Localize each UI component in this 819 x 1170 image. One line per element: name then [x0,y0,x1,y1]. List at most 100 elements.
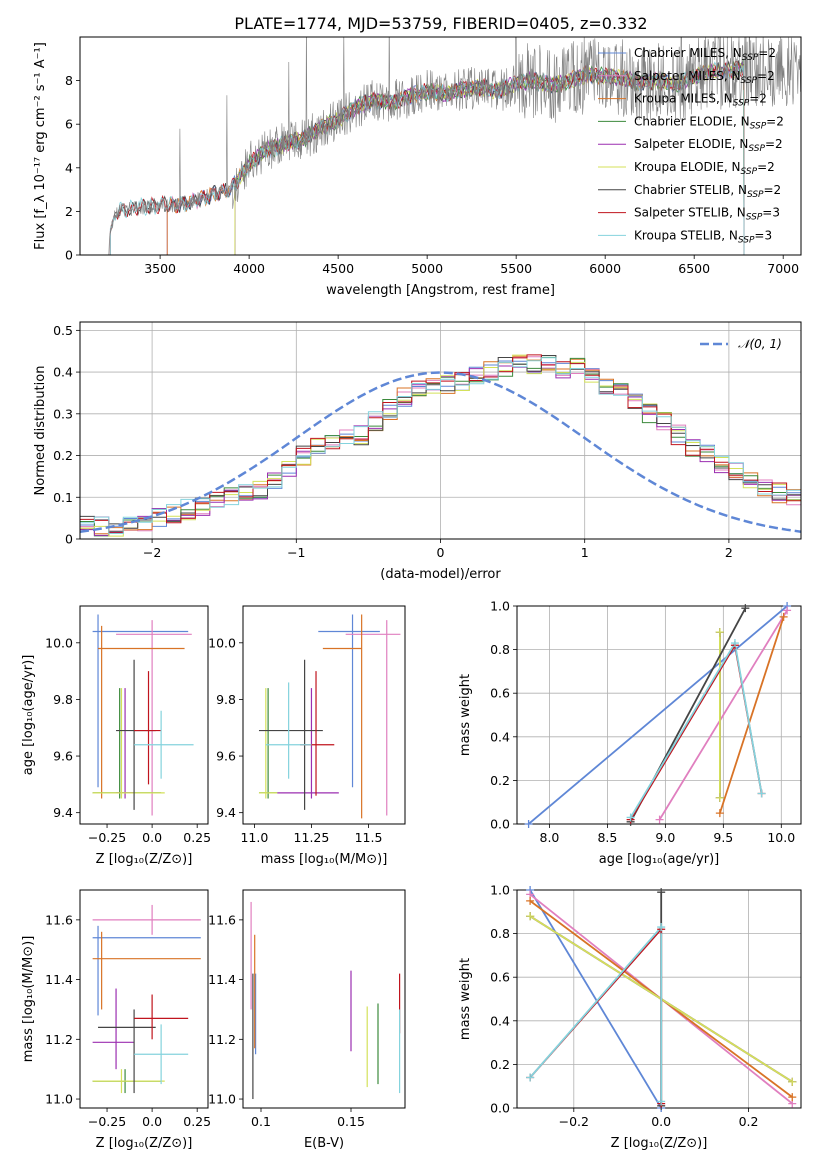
legend-label-tail: =2 [758,46,776,60]
x-tick-label: 6500 [678,261,710,276]
x-tick-label: 0.0 [651,1114,671,1129]
legend-label-main: Salpeter MILES, N [634,69,741,83]
y-tick-label: 0.1 [53,490,73,505]
y-tick-label: 0.0 [490,1101,510,1116]
plots: 3500 4000 4500 5000 5500 6000 6500 7000 0 2 4 6 8 wav… [21,36,802,1151]
y-axis-label: mass [log₁₀(M/M⊙)] [21,936,36,1063]
weight-marker-chabrier_stelib [657,888,666,897]
y-tick-label: 1.0 [490,599,510,614]
weight-marker-kroupa_stelib [657,923,666,932]
axes-frame [242,889,406,1109]
x-tick-label: 3500 [144,261,176,276]
x-tick-label: −0.2 [559,1114,589,1129]
weight-marker-kroupa_stelib [657,1097,666,1106]
data-spectrum [106,37,801,255]
y-tick-label: 0.6 [490,686,510,701]
weight-marker-kroupa_elodie [788,1077,797,1086]
y-tick-label: 9.8 [216,692,236,707]
axes-frame [516,605,802,825]
weight-line-kroupa_miles [719,616,785,814]
legend-label-sub: SSP [746,213,763,223]
y-tick-label: 11.0 [208,1092,236,1107]
y-tick-label: 4 [65,160,73,175]
legend-label-tail: =2 [757,160,775,174]
x-tick-label: 0.25 [183,830,211,845]
x-tick-label: 8.0 [540,830,560,845]
x-axis-label: wavelength [Angstrom, rest frame] [326,283,555,298]
weight-marker-salpeter_miles [655,815,664,824]
weight-marker-kroupa_miles [526,896,535,905]
legend-label-sub: SSP [741,167,758,177]
weight-line-salpeter_stelib [629,642,763,821]
legend-label-main: Salpeter ELODIE, N [634,137,748,151]
y-tick-label: 0.8 [490,926,510,941]
y-tick-label: 9.6 [216,749,236,764]
axes-residuals: −2 −1 0 1 2 0 0.1 0.2 0.3 0.4 0.5 (data-model)/erro… [33,321,802,582]
x-tick-label: 0.0 [142,830,162,845]
legend-label-main: Salpeter STELIB, N [634,206,746,220]
y-tick-label: 0.2 [490,773,510,788]
y-tick-label: 11.6 [45,912,73,927]
y-tick-label: 0.8 [490,642,510,657]
x-tick-label: 5000 [411,261,443,276]
legend-label-sub: SSP [748,144,765,154]
y-tick-label: 0.2 [490,1057,510,1072]
x-tick-label: 9.5 [713,830,733,845]
x-tick-label: 5500 [500,261,532,276]
weight-marker-kroupa_miles [715,809,724,818]
x-axis-label: Z [log₁₀(Z/Z⊙)] [611,1136,708,1151]
legend-label-sub: SSP [741,76,758,86]
x-tick-label: 6000 [589,261,621,276]
legend-label-sub: SSP [738,235,755,245]
plot-area-age_vs_mass [258,614,401,819]
legend-label-tail: =2 [749,92,767,106]
plot-area-age_vs_Z [92,614,194,816]
x-tick-label: 1 [581,545,589,560]
legend-label-tail: =2 [765,137,783,151]
y-tick-label: 0.0 [490,817,510,832]
axes-mass_vs_ebv: 0.1 0.15 11.0 11.2 11.4 11.6 E(B-V) [208,889,406,1151]
y-axis-label: mass weight [458,674,473,756]
legend-label-main: Kroupa STELIB, N [634,228,738,242]
weight-line-kroupa_stelib [629,640,763,818]
x-tick-label: 4500 [322,261,354,276]
legend-label-tail: =2 [764,183,782,197]
weight-marker-kroupa_elodie [526,912,535,921]
weight-line-chabrier_miles [529,890,662,1108]
legend-label: Kroupa ELODIE, NSSP=2 [634,160,775,177]
x-tick-label: 10.0 [767,830,795,845]
legend-label: Chabrier ELODIE, NSSP=2 [634,114,784,131]
y-tick-label: 1.0 [490,883,510,898]
weight-marker-kroupa_stelib [757,789,766,798]
legend-label-sub: SSP [733,99,750,109]
x-tick-label: −0.25 [88,1114,126,1129]
y-tick-label: 0.5 [53,323,73,338]
y-tick-label: 8 [65,73,73,88]
figure-title: PLATE=1774, MJD=53759, FIBERID=0405, z=0… [234,14,647,33]
legend-label: Kroupa MILES, NSSP=2 [634,92,767,109]
y-tick-label: 11.4 [208,972,236,987]
legend-label: Salpeter STELIB, NSSP=3 [634,206,780,223]
x-tick-label: −1 [287,545,305,560]
legend-label-tail: =3 [762,206,780,220]
legend-label-main: Chabrier ELODIE, N [634,114,750,128]
y-tick-label: 10.0 [208,635,236,650]
weight-marker-kroupa_elodie [715,793,724,802]
y-tick-label: 9.6 [53,749,73,764]
weight-marker-kroupa_stelib [526,1073,535,1082]
weight-marker-kroupa_elodie [715,628,724,637]
x-tick-label: −0.25 [88,830,126,845]
weight-marker-kroupa_stelib [626,813,635,822]
x-tick-label: 7000 [767,261,799,276]
axes-mass_vs_Z: −0.25 0.0 0.25 11.0 11.2 11.4 11.6 Z [log₁₀(Z/Z… [21,889,211,1151]
y-tick-label: 11.0 [45,1092,73,1107]
x-tick-label: 0.25 [183,1114,211,1129]
axes-weight_vs_Z: −0.2 0.0 0.2 0.0 0.2 0.4 0.6 0.8 1.0 Z [log₁₀(Z/Z… [458,883,802,1151]
y-axis-label: Flux [f_λ 10⁻¹⁷ erg cm⁻² s⁻¹ A⁻¹] [33,42,48,250]
legend-label: Chabrier MILES, NSSP=2 [634,46,776,63]
legend-label-sub: SSP [750,121,767,131]
y-tick-label: 0.2 [53,448,73,463]
y-tick-label: 11.2 [45,1032,73,1047]
